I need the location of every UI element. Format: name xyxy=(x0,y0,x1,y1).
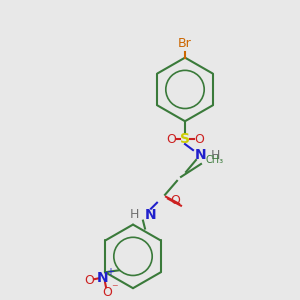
Text: O: O xyxy=(170,194,180,207)
Text: H: H xyxy=(211,148,220,161)
Text: +: + xyxy=(106,267,114,277)
Text: N: N xyxy=(195,148,207,162)
Text: O: O xyxy=(102,286,112,299)
Text: N: N xyxy=(145,208,157,222)
Text: N: N xyxy=(97,271,109,285)
Text: CH₃: CH₃ xyxy=(205,155,223,165)
Text: Br: Br xyxy=(178,37,192,50)
Text: ⁻: ⁻ xyxy=(111,283,117,296)
Text: S: S xyxy=(180,132,190,146)
Text: O: O xyxy=(166,133,176,146)
Text: H: H xyxy=(130,208,139,221)
Text: O: O xyxy=(194,133,204,146)
Text: O: O xyxy=(84,274,94,287)
